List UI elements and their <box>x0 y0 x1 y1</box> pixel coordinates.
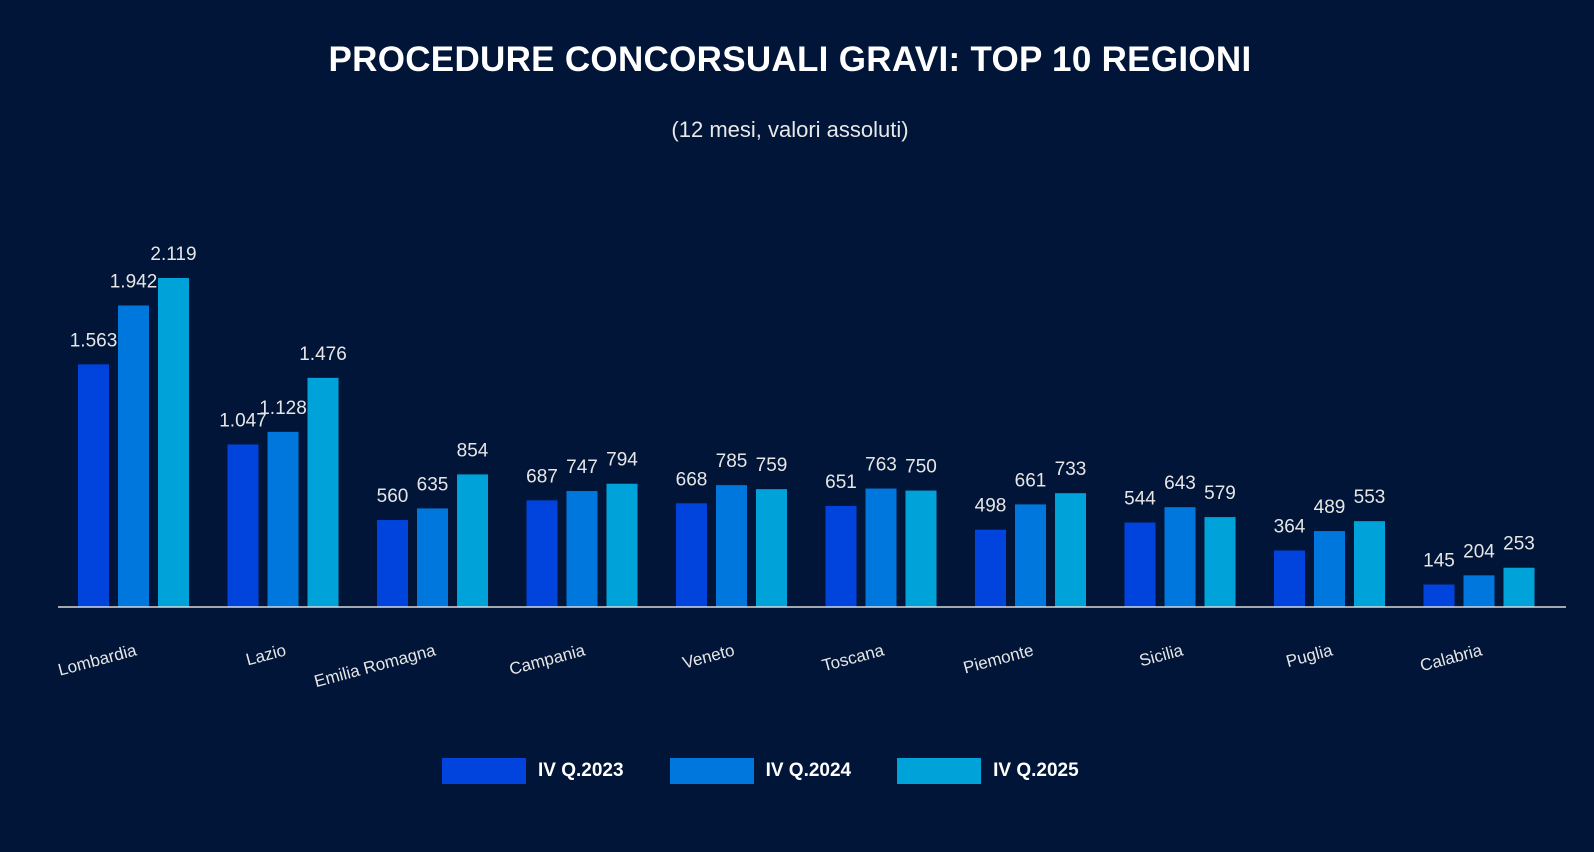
data-label: 2.119 <box>150 244 196 265</box>
legend-label: IV Q.2024 <box>765 760 852 781</box>
legend-item-2023: IV Q.2023 <box>442 758 624 784</box>
bar <box>227 444 259 607</box>
bar <box>118 305 149 607</box>
data-label: 1.128 <box>259 398 307 419</box>
data-label: 560 <box>377 486 409 507</box>
data-label: 1.047 <box>219 410 267 431</box>
bar <box>158 278 189 607</box>
data-label: 668 <box>676 469 708 490</box>
bar <box>1314 531 1345 607</box>
data-label: 763 <box>865 455 897 476</box>
legend-swatch <box>897 758 982 784</box>
legend-swatch <box>442 758 526 784</box>
bar <box>676 503 707 607</box>
data-label: 204 <box>1463 541 1495 562</box>
category-label: Lombardia <box>56 640 139 679</box>
bar <box>975 529 1006 607</box>
legend-item-2024: IV Q.2024 <box>669 758 852 784</box>
data-label: 253 <box>1503 534 1535 555</box>
bar <box>1274 550 1305 607</box>
data-label: 579 <box>1204 483 1236 504</box>
data-label: 794 <box>606 450 638 471</box>
bar <box>865 488 897 607</box>
data-label: 1.476 <box>299 344 347 365</box>
bar <box>377 520 408 607</box>
bar <box>1463 575 1495 607</box>
data-label: 553 <box>1354 487 1386 508</box>
bar <box>1503 567 1535 607</box>
legend-label: IV Q.2025 <box>993 760 1079 781</box>
data-label: 364 <box>1274 516 1306 537</box>
bar <box>1124 522 1156 607</box>
bar <box>606 483 638 607</box>
bar <box>1423 584 1455 607</box>
legend: IV Q.2023 IV Q.2024 IV Q.2025 <box>442 758 1125 784</box>
bar <box>1354 521 1385 607</box>
category-label: Lazio <box>244 641 288 670</box>
category-label: Toscana <box>820 640 887 675</box>
data-label: 750 <box>905 457 937 478</box>
chart-subtitle: (12 mesi, valori assoluti) <box>671 117 909 142</box>
data-label: 733 <box>1055 459 1087 480</box>
bar <box>566 491 598 607</box>
category-label: Sicilia <box>1137 640 1185 670</box>
legend-item-2025: IV Q.2025 <box>897 758 1079 784</box>
bar <box>1015 504 1046 607</box>
bar <box>825 505 857 607</box>
category-label: Veneto <box>680 641 736 673</box>
bar <box>716 485 747 607</box>
bar <box>417 508 448 607</box>
data-label: 661 <box>1015 470 1047 491</box>
data-label: 854 <box>457 440 489 461</box>
data-label: 651 <box>825 472 857 493</box>
data-label: 687 <box>526 466 558 487</box>
data-label: 498 <box>975 496 1007 517</box>
data-label: 635 <box>417 474 449 495</box>
data-label: 785 <box>716 451 748 472</box>
category-label: Puglia <box>1284 640 1335 671</box>
data-label: 747 <box>566 457 598 478</box>
bar <box>457 474 488 607</box>
bar <box>267 431 299 607</box>
bar <box>307 377 339 607</box>
data-label: 489 <box>1314 497 1346 518</box>
bar <box>1055 493 1086 607</box>
bar <box>1164 507 1196 607</box>
data-label: 1.942 <box>110 271 158 292</box>
data-label: 145 <box>1423 550 1455 571</box>
bar <box>526 500 558 607</box>
data-label: 643 <box>1164 473 1196 494</box>
data-label: 759 <box>756 455 788 476</box>
category-label: Emilia Romagna <box>312 640 438 691</box>
bar <box>905 490 937 607</box>
bar <box>1204 517 1236 607</box>
data-label: 544 <box>1124 489 1156 510</box>
bar <box>756 489 787 607</box>
chart-title: PROCEDURE CONCORSUALI GRAVI: TOP 10 REGI… <box>328 40 1252 79</box>
legend-label: IV Q.2023 <box>538 760 624 781</box>
bar <box>78 364 109 607</box>
legend-swatch <box>669 758 754 784</box>
category-label: Piemonte <box>961 641 1035 678</box>
category-label: Calabria <box>1418 640 1485 675</box>
data-label: 1.563 <box>70 330 118 351</box>
category-label: Campania <box>507 640 587 679</box>
